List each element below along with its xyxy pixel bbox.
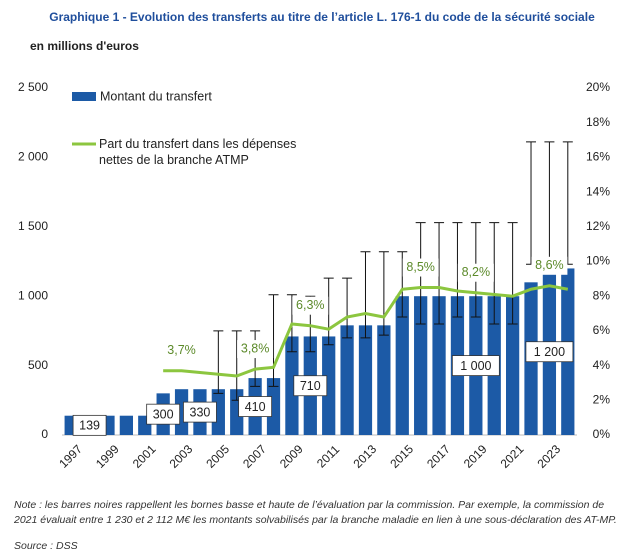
y-tick-label: 1 500 <box>18 219 48 233</box>
x-tick-label: 2023 <box>534 442 563 471</box>
x-tick-label: 2009 <box>277 442 306 471</box>
bar <box>506 296 520 435</box>
y-tick-label: 1 000 <box>18 288 48 302</box>
bar <box>322 336 336 435</box>
error-bar <box>507 222 518 325</box>
y2-tick-label: 6% <box>593 323 611 337</box>
x-tick-label: 2015 <box>387 442 416 471</box>
legend-swatch <box>72 92 96 101</box>
y2-tick-label: 10% <box>586 254 610 268</box>
data-label: 3,7% <box>167 343 196 357</box>
legend-label: Part du transfert dans les dépenses nett… <box>99 137 297 167</box>
label-box <box>72 414 107 436</box>
bar <box>377 325 391 435</box>
y-tick-label: 500 <box>28 358 48 372</box>
y2-tick-label: 8% <box>593 288 611 302</box>
y2-tick-label: 18% <box>586 115 610 129</box>
error-bar <box>268 294 279 387</box>
label-box <box>146 403 181 425</box>
label-box <box>238 396 273 417</box>
bar <box>266 378 281 435</box>
y2-tick-label: 12% <box>586 219 610 233</box>
x-tick-label: 2013 <box>351 442 380 471</box>
y2-tick-label: 2% <box>593 392 611 406</box>
data-label: 3,8% <box>241 341 270 355</box>
source: Source : DSS <box>14 540 78 552</box>
error-bar <box>562 141 573 265</box>
x-tick-label: 2003 <box>167 442 196 471</box>
label-box <box>292 296 329 315</box>
y2-tick-label: 4% <box>593 358 611 372</box>
bar <box>119 415 133 435</box>
y-tick-label: 0 <box>41 427 48 441</box>
x-tick-label: 1999 <box>93 442 122 471</box>
label-box <box>183 401 217 423</box>
bar <box>211 389 225 435</box>
label-box <box>293 375 328 397</box>
label-box <box>163 341 200 360</box>
x-tick-label: 1997 <box>56 442 85 471</box>
label-box <box>525 341 574 363</box>
data-label: 300 <box>153 407 174 421</box>
y2-tick-label: 20% <box>586 80 610 94</box>
x-tick-label: 2001 <box>130 442 159 471</box>
data-label: 6,3% <box>296 298 325 312</box>
bar <box>340 325 354 435</box>
error-bar <box>397 251 408 318</box>
error-bar <box>213 330 224 394</box>
legend-label: Montant du transfert <box>100 89 212 103</box>
x-tick-label: 2011 <box>314 442 342 470</box>
x-tick-label: 2007 <box>240 442 269 471</box>
label-box <box>402 258 439 277</box>
error-bar <box>526 141 537 265</box>
note: Note : les barres noires rappellent les … <box>14 499 617 526</box>
data-label: 8,5% <box>406 260 435 274</box>
data-label: 1 200 <box>534 345 565 359</box>
x-tick-label: 2017 <box>424 442 453 471</box>
error-bar <box>323 277 334 346</box>
x-tick-label: 2005 <box>203 442 232 471</box>
data-label: 710 <box>300 379 321 393</box>
label-box <box>237 340 274 359</box>
y2-tick-label: 14% <box>586 184 610 198</box>
data-label: 8,2% <box>462 265 491 279</box>
subtitle: en millions d'euros <box>30 39 139 53</box>
error-bar <box>342 277 353 339</box>
y-tick-label: 2 000 <box>18 150 48 164</box>
bar <box>358 325 373 435</box>
bar <box>414 296 428 435</box>
error-bar <box>452 222 463 318</box>
bar <box>285 336 299 435</box>
x-tick-label: 2021 <box>498 442 527 471</box>
line <box>163 284 569 378</box>
chart-title: Graphique 1 - Evolution des transferts a… <box>49 10 595 24</box>
label-box <box>451 355 500 377</box>
bar <box>432 296 446 435</box>
error-bar <box>378 251 389 336</box>
error-bar <box>360 251 371 339</box>
label-box <box>531 256 568 275</box>
y2-tick-label: 16% <box>586 150 610 164</box>
data-label: 8,6% <box>535 258 564 272</box>
x-tick-label: 2019 <box>461 442 490 471</box>
data-label: 1 000 <box>460 359 491 373</box>
error-bar <box>489 222 500 325</box>
error-bar <box>544 141 555 265</box>
label-box <box>457 263 494 282</box>
error-bar <box>434 222 445 325</box>
bar <box>395 296 409 435</box>
data-label: 139 <box>79 419 100 433</box>
y2-tick-label: 0% <box>593 427 611 441</box>
y-tick-label: 2 500 <box>18 80 48 94</box>
data-label: 410 <box>245 400 266 414</box>
data-label: 330 <box>190 405 211 419</box>
